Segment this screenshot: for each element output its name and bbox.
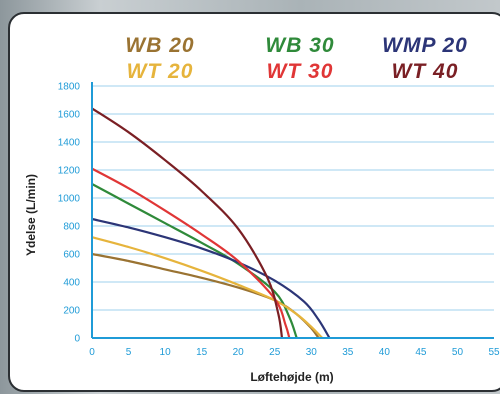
x-tick-label: 10: [160, 347, 172, 358]
legend-entry: WMP 20: [382, 34, 468, 57]
series-line-wt-30: [91, 167, 291, 339]
x-tick-label: 45: [415, 347, 427, 358]
y-tick-label: 1400: [58, 138, 81, 149]
y-tick-label: 400: [63, 278, 80, 289]
series-line-wb-30: [91, 183, 298, 339]
legend-entry: WT 20: [127, 60, 194, 83]
x-tick-label: 35: [342, 347, 354, 358]
legend-entry: WT 40: [392, 60, 459, 83]
y-tick-label: 1800: [58, 82, 81, 93]
x-tick-label: 0: [89, 347, 95, 358]
y-tick-label: 1200: [58, 166, 81, 177]
x-tick-label: 20: [233, 347, 245, 358]
x-tick-label: 55: [488, 347, 500, 358]
legend: WB 20 WB 30 WMP 20 WT 20 WT 30 WT 40: [125, 34, 468, 83]
y-tick-label: 1000: [58, 194, 81, 205]
x-tick-label: 30: [306, 347, 318, 358]
series-line-wmp-20: [91, 217, 331, 339]
y-axis-title: Ydelse (L/min): [24, 174, 38, 256]
x-tick-label: 40: [379, 347, 391, 358]
legend-entry: WB 30: [265, 34, 334, 57]
legend-entry: WT 30: [267, 60, 334, 83]
series-line-wt-20: [91, 236, 323, 339]
y-tick-label: 800: [63, 222, 80, 233]
x-axis-title: Løftehøjde (m): [250, 370, 333, 384]
series-line-wt-40: [91, 107, 284, 339]
x-tick-label: 15: [196, 347, 208, 358]
chart-panel: [8, 12, 500, 392]
y-tick-label: 200: [63, 306, 80, 317]
legend-entry: WB 20: [125, 34, 194, 57]
y-tick-label: 1600: [58, 110, 81, 121]
x-tick-label: 25: [269, 347, 281, 358]
y-tick-label: 600: [63, 250, 80, 261]
axes: 0 200 400 600 800 1000 1200 1400 1600 1800 0 5 10 15 2…: [58, 82, 500, 359]
series-lines: [91, 107, 331, 339]
y-tick-label: 0: [74, 334, 80, 345]
x-tick-label: 5: [126, 347, 132, 358]
x-tick-label: 50: [452, 347, 464, 358]
grid: [92, 85, 494, 339]
